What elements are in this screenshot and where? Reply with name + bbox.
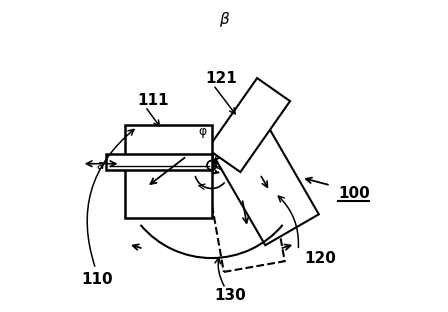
Polygon shape [207, 78, 290, 172]
Polygon shape [207, 164, 284, 272]
Bar [107, 154, 211, 170]
Text: 120: 120 [304, 251, 336, 266]
Text: 121: 121 [206, 71, 237, 86]
Text: 110: 110 [82, 272, 113, 287]
Polygon shape [216, 129, 319, 245]
Bar [125, 125, 211, 218]
Text: β: β [219, 12, 229, 27]
Text: 100: 100 [338, 186, 370, 201]
Text: φ: φ [198, 125, 207, 138]
Text: 130: 130 [214, 288, 246, 303]
Text: a: a [96, 159, 104, 172]
Text: 111: 111 [138, 93, 169, 108]
